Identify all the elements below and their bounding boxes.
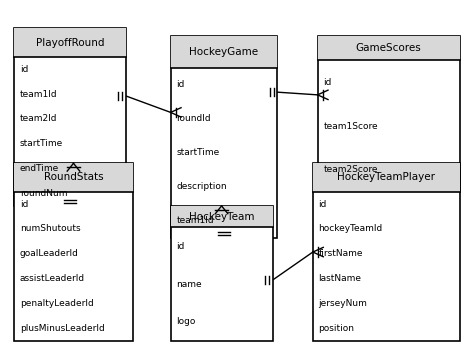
- Text: numShutouts: numShutouts: [20, 224, 81, 234]
- Text: assistLeaderId: assistLeaderId: [20, 274, 85, 283]
- Text: roundNum: roundNum: [20, 189, 67, 198]
- Text: team1Id: team1Id: [176, 216, 214, 225]
- Text: id: id: [20, 65, 28, 74]
- Text: RoundStats: RoundStats: [44, 173, 103, 182]
- Text: penaltyLeaderId: penaltyLeaderId: [20, 299, 94, 308]
- Text: HockeyGame: HockeyGame: [190, 47, 258, 57]
- Text: team2Id: team2Id: [20, 114, 57, 124]
- Bar: [318, 36, 460, 60]
- Text: id: id: [20, 200, 28, 209]
- Text: firstName: firstName: [319, 249, 363, 258]
- Bar: [14, 163, 133, 192]
- Bar: [171, 206, 273, 341]
- Text: goalLeaderId: goalLeaderId: [20, 249, 79, 258]
- Bar: [313, 163, 460, 341]
- Text: startTime: startTime: [20, 139, 63, 148]
- Text: id: id: [176, 80, 185, 89]
- Text: logo: logo: [176, 317, 196, 326]
- Bar: [171, 206, 273, 228]
- Text: HockeyTeamPlayer: HockeyTeamPlayer: [337, 173, 435, 182]
- Text: PlayoffRound: PlayoffRound: [36, 38, 104, 48]
- Bar: [14, 163, 133, 341]
- Bar: [14, 28, 126, 57]
- Text: endTime: endTime: [20, 164, 59, 173]
- Text: position: position: [319, 324, 355, 333]
- Text: team1Id: team1Id: [20, 89, 57, 99]
- Text: lastName: lastName: [319, 274, 362, 283]
- Text: GameScores: GameScores: [356, 43, 421, 53]
- Text: id: id: [176, 242, 185, 251]
- Text: plusMinusLeaderId: plusMinusLeaderId: [20, 324, 105, 333]
- Bar: [14, 28, 126, 206]
- Bar: [171, 36, 277, 238]
- Text: name: name: [176, 280, 202, 289]
- Text: description: description: [176, 182, 227, 191]
- Text: id: id: [319, 200, 327, 209]
- Text: jerseyNum: jerseyNum: [319, 299, 367, 308]
- Text: hockeyTeamId: hockeyTeamId: [319, 224, 383, 234]
- Bar: [313, 163, 460, 192]
- Text: team1Score: team1Score: [323, 122, 378, 131]
- Bar: [318, 36, 460, 192]
- Bar: [171, 36, 277, 68]
- Text: team2Score: team2Score: [323, 165, 378, 174]
- Text: roundId: roundId: [176, 114, 211, 124]
- Text: startTime: startTime: [176, 148, 219, 157]
- Text: HockeyTeam: HockeyTeam: [189, 212, 255, 222]
- Text: id: id: [323, 78, 332, 87]
